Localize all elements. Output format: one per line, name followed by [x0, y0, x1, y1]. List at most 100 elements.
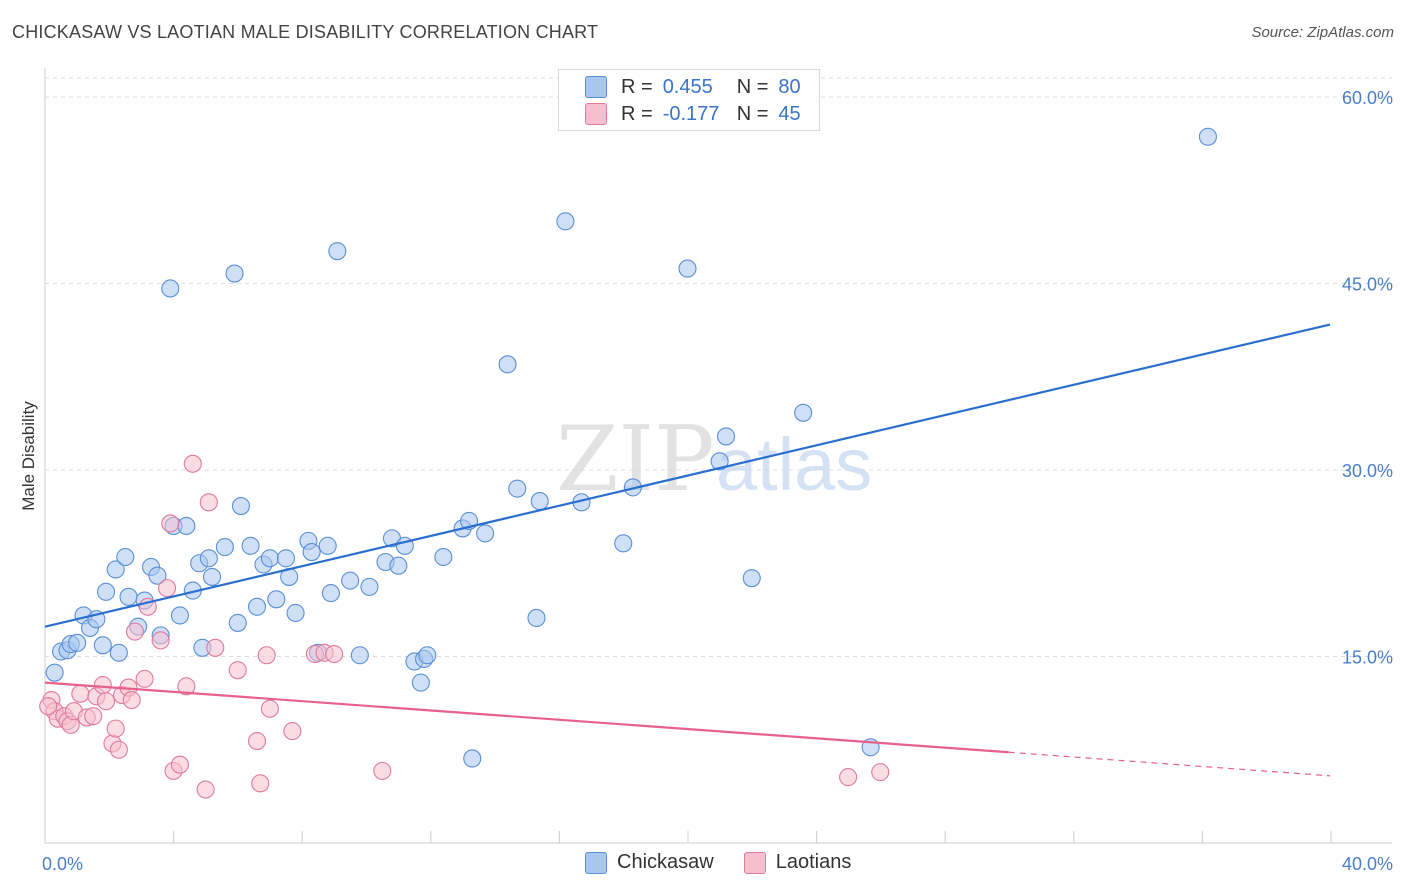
- chickasaw-point: [498, 355, 517, 374]
- chickasaw-point: [225, 264, 244, 283]
- laotian-point: [871, 763, 890, 782]
- chickasaw-point: [96, 582, 116, 601]
- laotian-point: [71, 684, 90, 703]
- gridlines: [45, 77, 1392, 657]
- legend-n-label: N =: [736, 75, 769, 98]
- laotian-point: [109, 740, 128, 759]
- laotian-point: [93, 676, 112, 695]
- chickasaw-point: [286, 603, 305, 623]
- laotian-point: [373, 761, 392, 780]
- y-tick-label: 30.0%: [1342, 461, 1393, 481]
- chickasaw-point: [267, 590, 286, 609]
- laotian-point: [106, 719, 125, 738]
- legend-n-value: 80: [778, 75, 801, 98]
- chickasaw-point: [716, 427, 736, 446]
- legend-n-label: N =: [736, 102, 769, 125]
- chickasaw-point: [148, 566, 167, 585]
- chickasaw-point: [321, 584, 340, 603]
- laotian-point: [122, 690, 141, 710]
- laotian-point: [125, 622, 144, 641]
- chickasaw-point: [231, 497, 251, 516]
- laotian-point: [839, 768, 858, 787]
- chickasaw-point: [476, 524, 495, 543]
- chickasaw-point: [463, 749, 482, 768]
- bottom-legend: Chickasaw Laotians: [585, 851, 881, 874]
- laotian-point: [151, 631, 170, 650]
- chickasaw-point: [215, 538, 234, 557]
- bottom-legend-chickasaw: Chickasaw: [585, 851, 714, 874]
- chickasaw-point: [794, 403, 813, 422]
- chickasaw-point: [177, 516, 196, 536]
- laotian-point: [206, 638, 225, 657]
- bottom-legend-swatch-pink: [743, 851, 766, 874]
- tick-labels: 15.0% 30.0% 45.0% 60.0% 0.0% 40.0%: [42, 88, 1393, 874]
- x-tick-label: 40.0%: [1342, 854, 1393, 874]
- legend-r-label: R =: [621, 75, 653, 98]
- chickasaw-point: [434, 547, 453, 567]
- x-tick-label: 0.0%: [42, 854, 83, 874]
- legend-r-label: R =: [621, 102, 653, 125]
- laotian-point: [196, 780, 215, 799]
- y-tick-label: 45.0%: [1342, 275, 1393, 295]
- laotian-point: [325, 644, 344, 664]
- chickasaw-point: [45, 663, 64, 682]
- chickasaw-point: [341, 571, 360, 590]
- legend-row-chickasaw: R = 0.455 N = 80: [585, 74, 801, 100]
- chart-title: CHICKASAW VS LAOTIAN MALE DISABILITY COR…: [12, 22, 599, 42]
- legend-r-value: -0.177: [662, 102, 720, 125]
- chickasaw-point: [161, 279, 180, 298]
- laotian-point: [183, 454, 202, 473]
- laotian-point: [260, 699, 279, 718]
- chickasaw-point: [508, 479, 527, 498]
- bottom-legend-laotians: Laotians: [743, 851, 851, 874]
- legend-r-value: 0.455: [662, 75, 713, 98]
- chickasaw-point: [328, 242, 347, 261]
- chickasaw-point: [203, 567, 222, 586]
- chickasaw-point: [556, 212, 575, 231]
- legend-n-value: 45: [778, 102, 801, 125]
- chickasaw-point: [302, 543, 321, 562]
- chickasaw-point: [389, 556, 408, 575]
- legend: R = 0.455 N = 80 R = -0.177 N = 45: [558, 69, 820, 131]
- legend-swatch-blue: [585, 76, 607, 98]
- laotian-point: [283, 722, 302, 741]
- chickasaw-point: [119, 587, 138, 606]
- chickasaw-point: [228, 613, 247, 632]
- y-tick-label: 15.0%: [1342, 648, 1393, 668]
- chickasaw-point: [199, 549, 218, 568]
- chickasaw-point: [241, 536, 260, 555]
- laotian-point: [84, 707, 103, 726]
- chickasaw-point: [276, 549, 295, 568]
- watermark-atlas: atlas: [716, 423, 872, 506]
- chickasaw-point: [109, 643, 128, 662]
- laotian-point: [96, 692, 116, 711]
- chickasaw-point: [68, 633, 87, 652]
- chickasaw-point: [170, 606, 189, 625]
- chickasaw-point: [360, 577, 379, 596]
- laotian-point: [199, 493, 218, 512]
- y-tick-label: 60.0%: [1342, 88, 1393, 108]
- chickasaw-point: [93, 636, 112, 655]
- laotian-point: [39, 697, 58, 716]
- bottom-legend-label: Chickasaw: [617, 851, 714, 873]
- laotian-point: [158, 579, 177, 598]
- chickasaw-point: [418, 646, 437, 665]
- y-axis-label: Male Disability: [19, 401, 38, 511]
- chickasaw-point: [710, 452, 729, 471]
- bottom-legend-swatch-blue: [585, 851, 607, 874]
- chickasaw-point: [527, 608, 546, 628]
- laotian-point: [257, 646, 276, 665]
- chickasaw-point: [318, 536, 337, 555]
- legend-swatch-pink: [585, 103, 607, 125]
- laotian-point: [170, 755, 189, 774]
- chickasaw-point: [742, 569, 761, 588]
- legend-row-laotians: R = -0.177 N = 45: [585, 101, 801, 127]
- laotian-point: [135, 669, 154, 688]
- trend-lines: [44, 323, 1331, 777]
- chickasaw-point: [678, 259, 697, 278]
- chart-source: Source: ZipAtlas.com: [1251, 24, 1394, 41]
- chickasaw-point: [411, 673, 430, 692]
- laotian-point: [177, 677, 196, 696]
- laotian-point: [251, 774, 270, 793]
